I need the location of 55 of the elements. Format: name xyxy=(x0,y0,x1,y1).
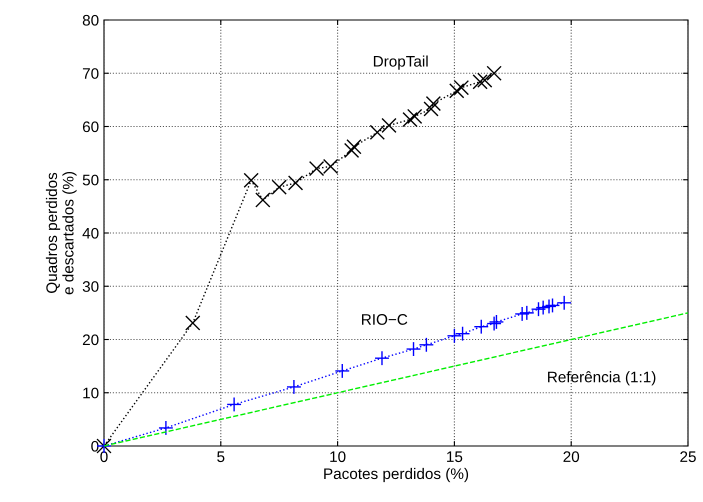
y-tick-label: 40 xyxy=(82,228,99,239)
x-tick-label: 20 xyxy=(563,451,580,462)
point xyxy=(418,337,434,352)
point xyxy=(226,396,242,412)
y-tick-label: 50 xyxy=(82,174,99,186)
point xyxy=(449,83,464,98)
point xyxy=(541,298,557,314)
series-label: Referência (1:1) xyxy=(548,371,656,386)
x-tick-label: 10 xyxy=(330,451,346,462)
series-label: DropTail xyxy=(374,55,428,70)
point xyxy=(334,363,350,379)
point xyxy=(244,172,259,188)
y-tick-label: 20 xyxy=(82,334,99,346)
point xyxy=(286,379,302,395)
point xyxy=(346,139,362,154)
point xyxy=(406,341,422,357)
x-tick-label: 5 xyxy=(217,451,224,462)
x-axis-title: Pacotes perdidos (%) xyxy=(324,468,468,482)
point xyxy=(454,326,470,342)
point xyxy=(477,72,492,88)
point xyxy=(402,112,418,128)
point xyxy=(454,80,470,96)
y-tick-label: 30 xyxy=(82,281,99,292)
y-tick-label: 0 xyxy=(91,440,99,452)
series-label: RIO−C xyxy=(362,314,408,325)
y-tick-label: 80 xyxy=(82,14,99,26)
point xyxy=(536,300,551,316)
point xyxy=(486,66,502,81)
y-axis-title: Quadros perdidos e descartados (%) xyxy=(46,172,77,294)
x-tick-label: 0 xyxy=(100,451,108,462)
point xyxy=(472,74,488,90)
point xyxy=(423,101,439,117)
point xyxy=(288,175,304,191)
point xyxy=(407,108,422,124)
point xyxy=(158,420,174,436)
point xyxy=(344,142,360,158)
point xyxy=(446,328,462,344)
point xyxy=(514,306,530,322)
point xyxy=(474,319,489,334)
point xyxy=(185,315,200,331)
point xyxy=(544,298,560,314)
point xyxy=(556,295,572,310)
y-tick-label: 10 xyxy=(83,388,99,398)
point xyxy=(272,180,287,195)
point xyxy=(255,192,270,208)
y-tick-label: 60 xyxy=(82,121,99,132)
point xyxy=(374,350,390,366)
point xyxy=(381,118,397,134)
point xyxy=(426,96,442,112)
x-tick-label: 25 xyxy=(680,451,696,462)
point xyxy=(530,302,546,317)
point xyxy=(370,124,385,140)
y-tick-label: 70 xyxy=(82,68,99,79)
x-tick-label: 15 xyxy=(447,451,462,462)
point xyxy=(519,305,534,321)
